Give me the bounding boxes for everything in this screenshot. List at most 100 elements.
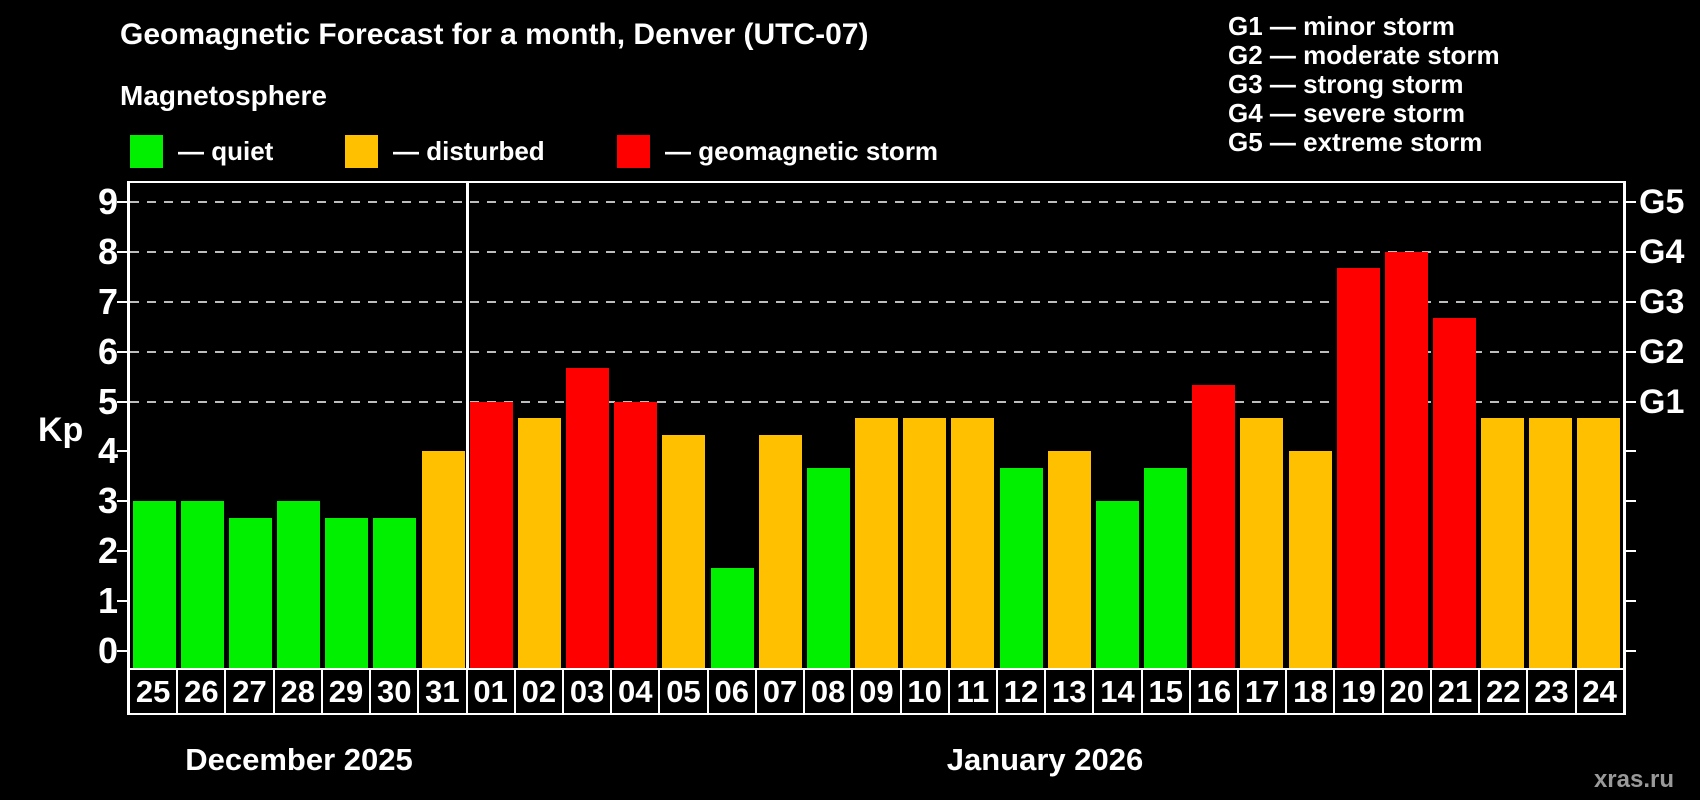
date-cell-26: 26 — [178, 670, 227, 713]
y-axis-tick-left-4 — [117, 450, 127, 453]
date-axis-row: 25 26 27 28 29 30 31 01 02 03 04 05 06 07 08 09 10 11 12 13… — [130, 668, 1623, 715]
kp-bar-day-26 — [180, 501, 224, 668]
y-axis-label-5: 5 — [97, 380, 118, 422]
y-axis-tick-left-8 — [117, 250, 127, 253]
y-axis-tick-left-9 — [117, 200, 127, 203]
g-scale-label-G5: G5 — [1639, 182, 1685, 221]
kp-bar-day-01 — [469, 401, 513, 668]
y-axis-label-4: 4 — [97, 430, 118, 472]
month-label-january: January 2026 — [946, 742, 1144, 777]
date-cell-25: 25 — [130, 670, 179, 713]
kp-bar-day-29 — [325, 517, 369, 668]
legend-item-quiet: — quiet — [130, 135, 273, 168]
y-axis-tick-right-1 — [1626, 600, 1636, 603]
y-axis-tick-left-5 — [117, 400, 127, 403]
y-axis-tick-right-8 — [1626, 250, 1636, 253]
y-axis-label-0: 0 — [97, 630, 118, 671]
date-cell-29: 29 — [322, 670, 372, 713]
date-cell-16: 16 — [1190, 670, 1240, 713]
date-cell-08: 08 — [805, 670, 854, 713]
date-cell-23: 23 — [1528, 670, 1577, 713]
date-cell-17: 17 — [1239, 670, 1288, 713]
date-cell-28: 28 — [274, 670, 323, 713]
y-axis-tick-left-6 — [117, 350, 127, 353]
g-scale-label-G2: G2 — [1639, 332, 1685, 371]
storm-scale-line-2: G2 — moderate storm — [1228, 40, 1500, 70]
date-cell-06: 06 — [708, 670, 757, 713]
date-cell-30: 30 — [371, 670, 420, 713]
kp-bar-day-12 — [999, 467, 1043, 668]
legend-swatch-storm — [617, 135, 650, 168]
y-axis-label-2: 2 — [97, 530, 118, 572]
kp-bar-day-28 — [277, 501, 321, 668]
date-cell-22: 22 — [1480, 670, 1529, 713]
kp-bar-day-07 — [758, 434, 802, 668]
date-cell-07: 07 — [756, 670, 806, 713]
legend-label-disturbed: — disturbed — [393, 136, 545, 166]
y-axis-tick-left-7 — [117, 300, 127, 303]
g-scale-label-G3: G3 — [1639, 282, 1685, 321]
y-axis-label-3: 3 — [97, 480, 118, 522]
plot-area: 0 1 2 3 4 5 6 7 8 9 G1 G2 G3 G4 G5 Kp — [38, 183, 1684, 669]
kp-bar-day-05 — [662, 434, 706, 668]
kp-bar-day-04 — [614, 401, 658, 668]
kp-bar-day-15 — [1144, 467, 1187, 668]
date-cell-09: 09 — [853, 670, 902, 713]
kp-bar-day-18 — [1288, 451, 1332, 668]
date-cell-12: 12 — [997, 670, 1047, 713]
kp-bar-day-25 — [132, 501, 176, 668]
kp-bar-day-23 — [1529, 418, 1573, 668]
date-cell-31: 31 — [419, 670, 468, 713]
date-cell-27: 27 — [226, 670, 275, 713]
legend-item-disturbed: — disturbed — [345, 135, 545, 168]
legend-item-storm: — geomagnetic storm — [617, 135, 938, 168]
date-cell-24: 24 — [1576, 670, 1623, 713]
kp-bar-day-11 — [951, 418, 995, 668]
legend-swatch-quiet — [130, 135, 163, 168]
kp-bar-day-14 — [1095, 501, 1139, 668]
kp-bar-day-09 — [855, 418, 898, 668]
month-label-december: December 2025 — [185, 742, 413, 777]
y-axis-label-7: 7 — [97, 280, 118, 322]
date-cell-04: 04 — [612, 670, 661, 713]
chart-title: Geomagnetic Forecast for a month, Denver… — [120, 18, 869, 51]
g-scale-label-G1: G1 — [1639, 382, 1685, 421]
y-axis-label-9: 9 — [97, 180, 118, 222]
date-cell-15: 15 — [1142, 670, 1191, 713]
y-axis-title: Kp — [38, 411, 84, 449]
date-cell-18: 18 — [1287, 670, 1336, 713]
date-cell-21: 21 — [1431, 670, 1481, 713]
kp-bar-day-24 — [1577, 418, 1621, 668]
storm-scale-line-1: G1 — minor storm — [1228, 11, 1455, 41]
storm-scale-legend: G1 — minor storm G2 — moderate storm G3 — … — [1228, 12, 1500, 157]
kp-bar-day-19 — [1336, 268, 1380, 668]
legend-label-storm: — geomagnetic storm — [665, 136, 939, 166]
kp-bar-day-02 — [517, 418, 561, 668]
kp-bar-day-10 — [903, 418, 947, 668]
kp-bar-day-17 — [1240, 418, 1284, 668]
date-cell-10: 10 — [901, 670, 950, 713]
y-axis-tick-left-2 — [117, 550, 127, 553]
kp-bar-day-06 — [710, 567, 754, 668]
y-axis-tick-right-6 — [1626, 350, 1636, 353]
date-cell-11: 11 — [949, 670, 998, 713]
month-separator-line — [465, 183, 469, 668]
kp-bar-day-08 — [806, 467, 850, 668]
kp-bar-day-21 — [1432, 318, 1476, 668]
y-axis-tick-right-3 — [1626, 500, 1636, 503]
y-axis-tick-left-0 — [117, 650, 127, 652]
date-cell-02: 02 — [515, 670, 564, 713]
gridline-kp-6 — [130, 350, 1623, 353]
y-axis-tick-left-1 — [117, 600, 127, 603]
kp-bar-day-31 — [421, 451, 465, 668]
kp-bar-day-30 — [373, 517, 417, 668]
storm-scale-line-3: G3 — strong storm — [1228, 69, 1464, 99]
kp-bar-day-13 — [1047, 451, 1091, 668]
y-axis-tick-right-2 — [1626, 550, 1636, 553]
kp-bar-day-20 — [1384, 251, 1428, 668]
y-axis-tick-right-7 — [1626, 300, 1636, 303]
y-axis-tick-left-3 — [117, 500, 127, 503]
y-axis-label-6: 6 — [97, 330, 118, 372]
kp-bar-day-27 — [228, 517, 272, 668]
